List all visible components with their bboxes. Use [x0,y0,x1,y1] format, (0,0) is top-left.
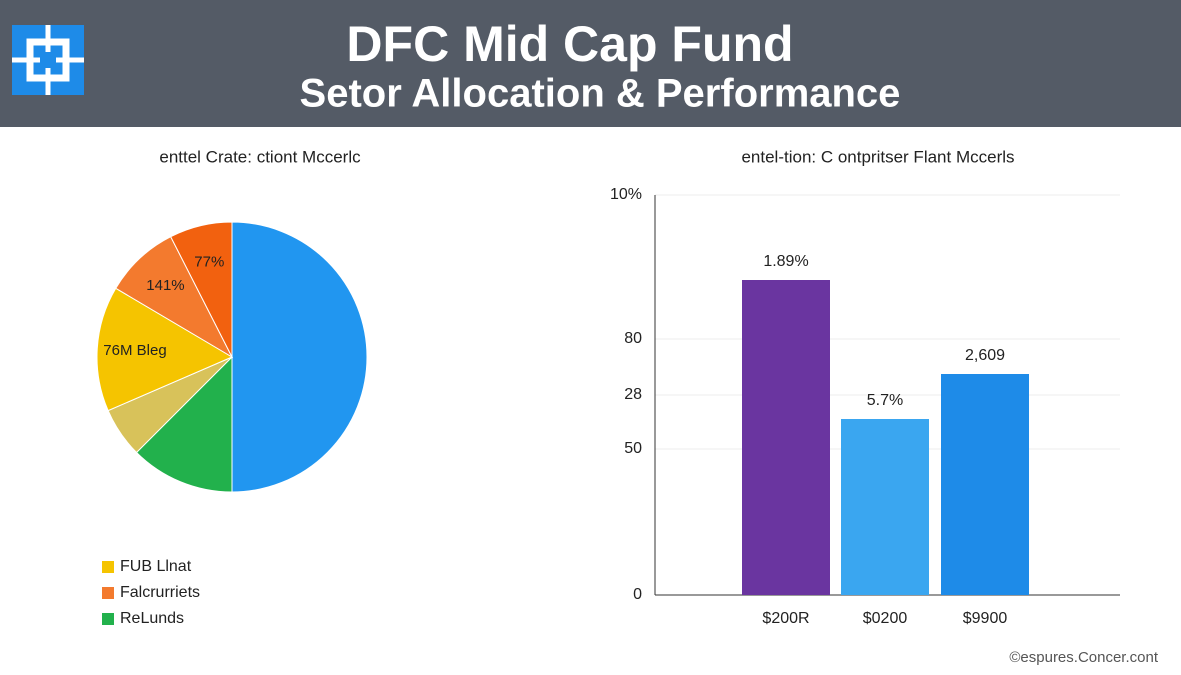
pie-slice [170,221,233,358]
legend-label: Falcrurriets [120,584,200,601]
bar [841,419,929,595]
pie-slice [96,287,234,412]
slice-annotation: 141% [146,277,184,294]
footer: ©espures.Concer.cont [1009,649,1158,666]
legend-label: ReLunds [120,610,184,627]
x-tick-label: $0200 [863,610,908,627]
bar-annotation: 5.7% [867,392,903,409]
bar [742,280,830,595]
x-tick-label: $9900 [963,610,1008,627]
legend-label: FUB Llnat [120,558,192,575]
bar-annotation: 2,609 [965,347,1005,364]
header-band [0,0,1181,127]
legend-swatch [102,587,114,599]
legend-swatch [102,613,114,625]
bar-annotation: 1.89% [763,253,808,270]
pie-slice [135,355,233,493]
legend-swatch [102,561,114,573]
chart-title: entel-tion: C ontpritser Flant Mccerls [741,147,1014,166]
bar [941,374,1029,595]
pie-slice [231,221,368,493]
y-tick-label: 0 [633,586,642,603]
y-tick-label: 50 [624,440,642,457]
x-tick-label: $200R [762,610,809,627]
title: DFC Mid Cap Fund [346,16,793,72]
logo [12,25,84,95]
slice-annotation: 77% [194,253,224,270]
chart-title: enttel Crate: ctiont Mccerlc [159,147,361,166]
y-tick-label: 28 [624,386,642,403]
slice-annotation: 76M Bleg [103,342,166,359]
y-tick-label: 80 [624,330,642,347]
y-tick-label: 10% [610,186,642,203]
subtitle: Setor Allocation & Performance [300,72,901,116]
